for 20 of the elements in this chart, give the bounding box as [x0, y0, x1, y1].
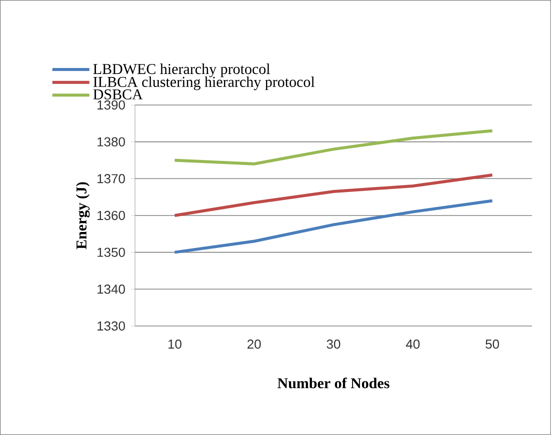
y-tick-label: 1390 — [98, 100, 125, 110]
y-tick-label: 1360 — [98, 210, 125, 220]
line-series — [173, 173, 494, 217]
y-tick-label: 1380 — [98, 137, 125, 146]
x-tick-label: 40 — [406, 340, 420, 349]
legend-label: DSBCA — [93, 89, 143, 100]
line-series — [173, 199, 494, 254]
y-tick-label: 1330 — [98, 321, 125, 331]
x-tick-label: 50 — [486, 340, 500, 349]
x-tick-label: 20 — [248, 340, 261, 349]
y-axis-title: Energy (J) — [76, 182, 90, 250]
legend-label: LBDWEC hierarchy protocol — [93, 64, 270, 78]
line-series — [173, 129, 494, 166]
x-tick-label: 10 — [168, 340, 182, 349]
x-tick-label: 30 — [326, 340, 340, 349]
y-tick-label: 1350 — [98, 248, 125, 257]
x-axis-title: Number of Nodes — [278, 378, 390, 388]
legend-label: ILBCA clustering hierarchy protocol — [93, 76, 315, 90]
y-tick-label: 1340 — [98, 284, 125, 294]
y-tick-label: 1370 — [98, 174, 125, 184]
